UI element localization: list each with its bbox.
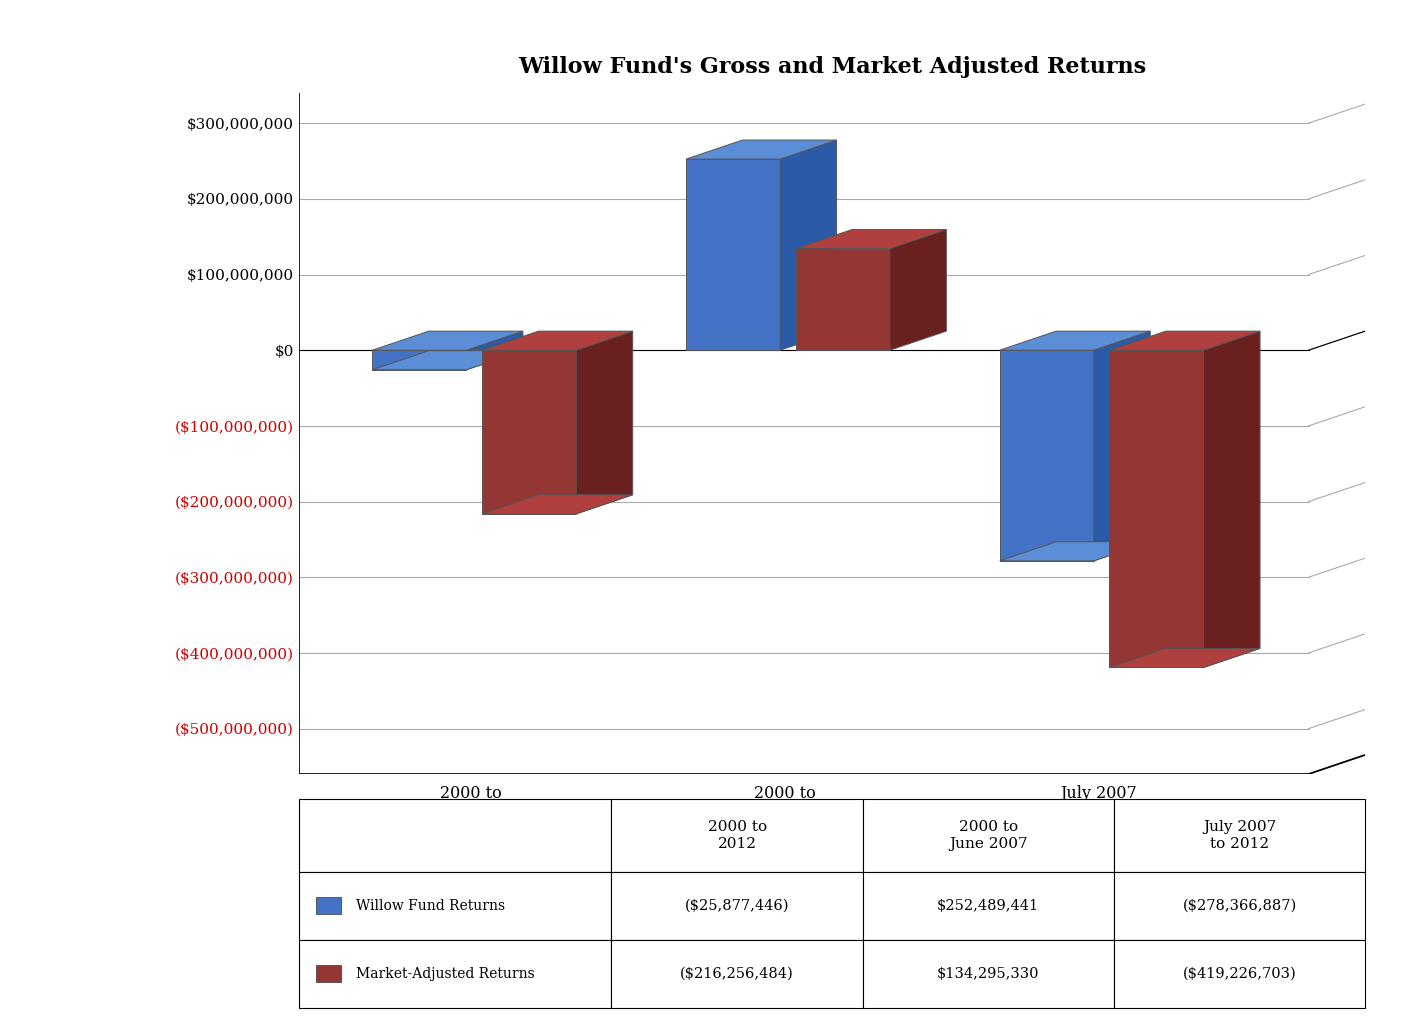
Polygon shape	[373, 351, 523, 369]
Text: $252,489,441: $252,489,441	[937, 899, 1039, 913]
Text: ($216,256,484): ($216,256,484)	[680, 967, 793, 980]
Polygon shape	[1094, 331, 1150, 560]
Text: $134,295,330: $134,295,330	[937, 967, 1039, 980]
Bar	[316, 965, 341, 982]
Title: Willow Fund's Gross and Market Adjusted Returns: Willow Fund's Gross and Market Adjusted …	[518, 57, 1146, 78]
Bar	[611, 872, 863, 940]
Text: ($419,226,703): ($419,226,703)	[1183, 967, 1297, 980]
Polygon shape	[1109, 331, 1260, 350]
Polygon shape	[890, 229, 947, 350]
Bar	[863, 872, 1113, 940]
Polygon shape	[781, 140, 836, 350]
Bar	[863, 940, 1113, 1007]
Bar	[299, 940, 611, 1007]
Polygon shape	[1000, 542, 1150, 560]
Bar	[1113, 940, 1365, 1007]
Polygon shape	[1000, 350, 1094, 560]
Bar	[611, 799, 863, 872]
Polygon shape	[482, 350, 576, 514]
Polygon shape	[1109, 350, 1203, 668]
Polygon shape	[1000, 331, 1150, 350]
Text: Market-Adjusted Returns: Market-Adjusted Returns	[356, 967, 535, 980]
Bar	[611, 940, 863, 1007]
Bar	[299, 872, 611, 940]
Bar	[1113, 799, 1365, 872]
Polygon shape	[1109, 648, 1260, 668]
Text: ($25,877,446): ($25,877,446)	[685, 899, 789, 913]
Polygon shape	[576, 331, 633, 514]
Polygon shape	[796, 249, 890, 350]
Polygon shape	[796, 229, 947, 249]
Bar	[299, 799, 611, 872]
Text: 2000 to
2012: 2000 to 2012	[708, 820, 766, 850]
Polygon shape	[1203, 331, 1260, 668]
Text: Willow Fund Returns: Willow Fund Returns	[356, 899, 505, 913]
Bar	[316, 898, 341, 914]
Polygon shape	[373, 350, 466, 369]
Bar	[1113, 872, 1365, 940]
Polygon shape	[466, 331, 523, 369]
Text: ($278,366,887): ($278,366,887)	[1182, 899, 1297, 913]
Bar	[863, 799, 1113, 872]
Polygon shape	[685, 159, 781, 350]
Text: July 2007
to 2012: July 2007 to 2012	[1203, 820, 1276, 850]
Polygon shape	[685, 140, 836, 159]
Polygon shape	[482, 331, 633, 350]
Text: 2000 to
June 2007: 2000 to June 2007	[948, 820, 1028, 850]
Polygon shape	[482, 494, 633, 514]
Polygon shape	[373, 331, 523, 350]
